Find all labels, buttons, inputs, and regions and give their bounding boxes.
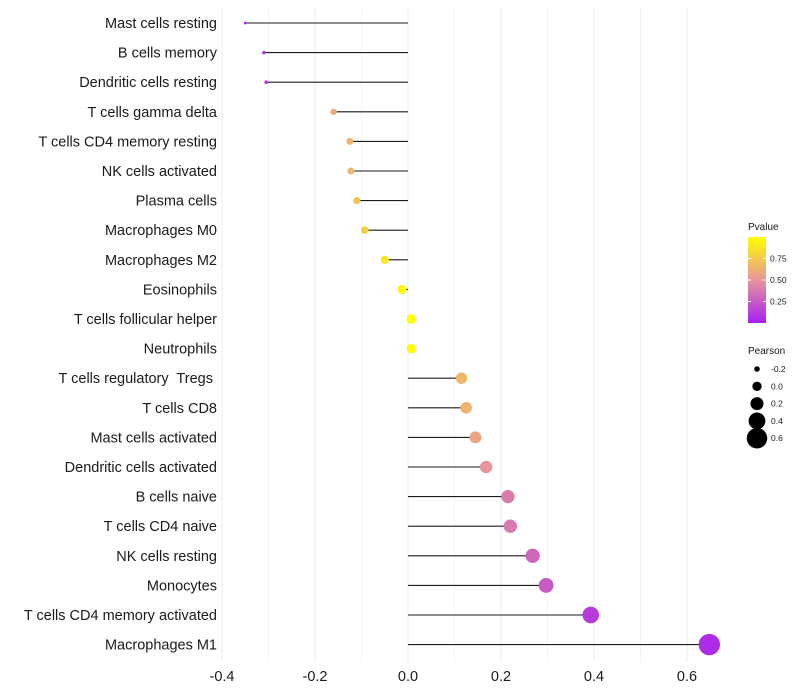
category-label: B cells memory: [118, 46, 218, 62]
lollipop-point: [538, 577, 554, 593]
x-tick-label: 0.4: [584, 669, 604, 685]
pearson-legend-label: 0.0: [771, 381, 783, 391]
x-tick-label: -0.2: [303, 669, 328, 685]
category-label: T cells CD4 memory activated: [24, 608, 217, 624]
category-label: T cells CD4 memory resting: [38, 134, 217, 150]
x-tick-label: 0.2: [491, 669, 511, 685]
pearson-legend-label: -0.2: [771, 364, 786, 374]
pearson-legend-label: 0.4: [771, 416, 783, 426]
lollipop-point: [360, 226, 369, 234]
x-axis-tick-labels: -0.4 -0.2 0.0 0.2 0.4 0.6: [210, 669, 698, 685]
lollipop-point: [406, 314, 416, 324]
category-label: Neutrophils: [144, 342, 217, 358]
lollipop-point: [243, 21, 247, 25]
category-label: Plasma cells: [136, 194, 217, 210]
category-label: Dendritic cells resting: [79, 75, 217, 91]
lollipop-point: [525, 548, 540, 563]
category-label: T cells follicular helper: [74, 312, 217, 328]
lollipop-point: [503, 519, 518, 533]
category-label: Macrophages M2: [105, 253, 217, 269]
category-label: Mast cells activated: [90, 430, 217, 446]
x-tick-label: 0.0: [398, 669, 418, 685]
lollipop-point: [460, 401, 472, 414]
category-label: NK cells activated: [102, 164, 217, 180]
category-label: Monocytes: [147, 578, 217, 594]
grid-lines: [221, 8, 688, 662]
category-label: Dendritic cells activated: [65, 460, 217, 476]
category-label: B cells naive: [136, 490, 217, 506]
lollipop-point: [698, 633, 721, 656]
pearson-legend-label: 0.2: [771, 399, 783, 409]
lollipop-point: [455, 372, 468, 384]
pearson-legend: Pearson -0.2 0.0 0.2 0.4 0.6: [746, 346, 786, 449]
pearson-legend-label: 0.6: [771, 433, 783, 443]
category-label: T cells regulatory Tregs: [59, 371, 218, 387]
pvalue-legend-tick-label: 0.25: [770, 297, 787, 307]
pvalue-legend-title: Pvalue: [748, 222, 779, 233]
lollipop-point: [330, 108, 337, 115]
pvalue-legend-tick-label: 0.75: [770, 254, 787, 264]
lollipop-point: [582, 606, 600, 624]
pearson-legend-key: [750, 397, 764, 411]
lollipop-point: [347, 167, 355, 175]
lollipop-points: [243, 21, 721, 656]
x-tick-label: -0.4: [210, 669, 235, 685]
lollipop-point: [406, 343, 416, 354]
pearson-legend-key: [748, 412, 766, 430]
category-label: T cells CD4 naive: [104, 519, 217, 535]
category-label: Mast cells resting: [105, 16, 217, 32]
lollipop-point: [353, 196, 361, 205]
pearson-legend-key: [754, 366, 760, 372]
lollipop-point: [479, 460, 493, 474]
pearson-legend-key: [746, 427, 768, 449]
lollipop-point: [264, 80, 268, 85]
lollipop-point: [501, 489, 515, 504]
category-label: NK cells resting: [116, 549, 217, 565]
pvalue-legend-tick-label: 0.50: [770, 275, 787, 285]
category-label: T cells CD8: [142, 401, 217, 417]
pearson-legend-key: [752, 381, 762, 391]
category-labels: Mast cells resting B cells memory Dendriti…: [24, 16, 218, 654]
x-tick-label: 0.6: [677, 669, 697, 685]
lollipop-point: [380, 255, 389, 264]
category-label: Macrophages M1: [105, 638, 217, 654]
lollipop-point: [346, 137, 354, 145]
category-label: Eosinophils: [143, 282, 217, 298]
category-label: T cells gamma delta: [88, 105, 218, 121]
category-label: Macrophages M0: [105, 223, 217, 239]
lollipop-point: [397, 284, 407, 294]
pearson-legend-title: Pearson: [748, 346, 785, 357]
lollipop-point: [469, 431, 482, 444]
pvalue-legend: Pvalue 0.25 0.50 0.75: [748, 222, 787, 323]
pvalue-colorbar: [748, 237, 766, 323]
lollipop-point: [262, 50, 266, 55]
